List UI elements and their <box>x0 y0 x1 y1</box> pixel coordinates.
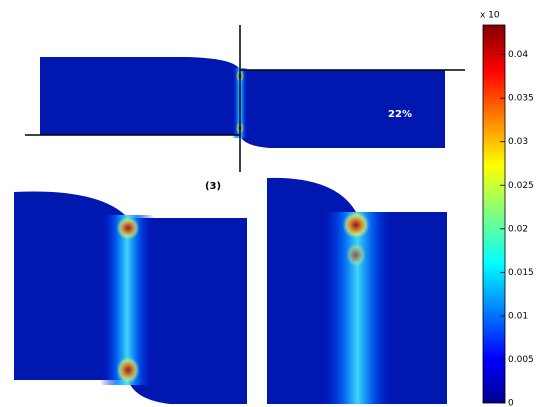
tick-label: 0.01 <box>508 311 528 321</box>
hot-spot <box>346 243 366 267</box>
strain-label: 22% <box>388 109 412 120</box>
shear-band <box>320 212 395 404</box>
tick-label: 0.005 <box>508 355 534 365</box>
colorbar <box>482 24 506 404</box>
tick-label: 0.03 <box>508 137 528 147</box>
tick-label: 0.025 <box>508 181 534 191</box>
tick-label: 0.04 <box>508 50 528 60</box>
hot-spot <box>116 356 140 384</box>
hot-spot <box>116 216 140 240</box>
hot-spot <box>342 211 370 239</box>
tick-label: 0.015 <box>508 268 534 278</box>
colorbar-ticks: 0 0.005 0.01 0.015 0.02 0.025 0.03 0.035 0.04 <box>500 50 534 407</box>
colorbar-multiplier: x 10 <box>480 11 500 21</box>
panel-label: (3) <box>205 181 221 192</box>
tick-label: 0 <box>508 399 514 407</box>
tick-label: 0.02 <box>508 224 528 234</box>
tick-label: 0.035 <box>508 94 534 104</box>
